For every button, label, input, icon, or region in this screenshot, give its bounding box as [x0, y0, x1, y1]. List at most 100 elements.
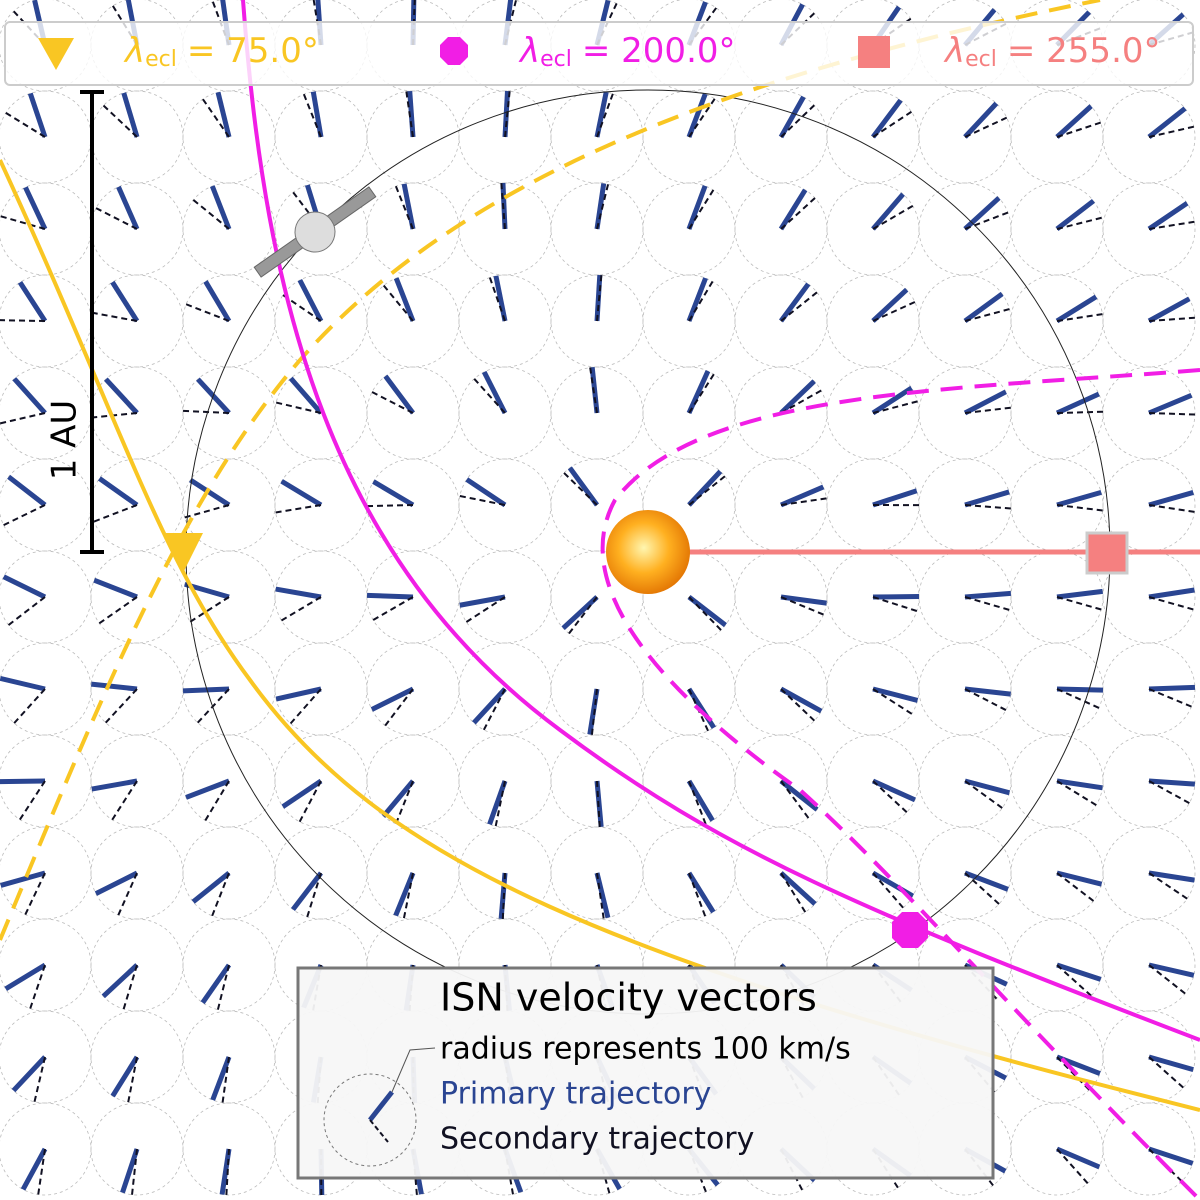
- primary-vector: [1055, 294, 1098, 324]
- secondary-vector: [5, 112, 46, 138]
- secondary-vector: [964, 596, 1010, 611]
- secondary-vector: [872, 596, 918, 612]
- secondary-vector: [1056, 596, 1102, 611]
- primary-vector: [0, 675, 46, 692]
- primary-vector: [1148, 392, 1193, 416]
- primary-vector: [502, 90, 510, 138]
- secondary-vector: [964, 211, 1009, 230]
- secondary-vector: [563, 472, 598, 506]
- primary-vector: [1056, 778, 1103, 791]
- secondary-vector: [0, 215, 46, 230]
- primary-vector: [393, 872, 416, 917]
- grid-circle: [1102, 1102, 1196, 1196]
- secondary-vector: [204, 780, 230, 821]
- secondary-vector: [0, 319, 46, 322]
- legend-box: [4, 21, 1194, 86]
- primary-vector: [1147, 201, 1189, 232]
- pink-marker: [1085, 531, 1129, 575]
- primary-vector: [587, 688, 600, 735]
- primary-vector: [393, 277, 416, 322]
- secondary-vector: [371, 391, 414, 414]
- primary-vector: [964, 686, 1011, 697]
- secondary-vector: [872, 688, 913, 715]
- primary-vector: [963, 389, 1007, 416]
- secondary-vector: [589, 367, 598, 414]
- primary-vector: [1148, 587, 1195, 600]
- primary-vector: [372, 479, 415, 508]
- secondary-vector: [275, 504, 322, 514]
- primary-vector: [407, 90, 416, 138]
- secondary-vector: [402, 872, 414, 919]
- secondary-vector: [780, 197, 816, 230]
- key-box: [296, 966, 995, 1180]
- satellite: [253, 186, 377, 278]
- secondary-vector: [184, 504, 230, 519]
- primary-vector: [1148, 870, 1195, 883]
- primary-vector: [191, 871, 231, 904]
- secondary-vector: [1056, 964, 1092, 997]
- primary-vector: [963, 101, 999, 139]
- primary-vector: [779, 686, 823, 714]
- secondary-vector: [780, 497, 827, 506]
- primary-vector: [383, 374, 416, 415]
- primary-vector: [101, 963, 139, 999]
- secondary-vector: [131, 1148, 138, 1195]
- secondary-vector: [1056, 780, 1097, 806]
- secondary-vector: [102, 104, 138, 138]
- secondary-vector: [1056, 504, 1103, 512]
- legend-label: λecl = 255.0°: [943, 31, 1161, 73]
- primary-vector: [370, 686, 415, 712]
- secondary-vector: [183, 409, 230, 414]
- primary-vector: [290, 871, 323, 911]
- primary-vector: [872, 686, 919, 703]
- primary-vector: [1148, 684, 1196, 692]
- secondary-vector: [568, 596, 598, 635]
- secondary-vector: [1148, 688, 1192, 708]
- primary-vector: [281, 778, 323, 809]
- primary-vector: [219, 1148, 232, 1195]
- secondary-vector: [780, 389, 822, 414]
- secondary-vector: [19, 780, 46, 821]
- sun: [606, 510, 690, 594]
- secondary-vector: [289, 688, 322, 725]
- key-title: ISN velocity vectors: [440, 976, 817, 1020]
- primary-vector: [871, 778, 916, 803]
- primary-vector: [93, 577, 138, 600]
- primary-vector: [1147, 106, 1187, 139]
- secondary-vector: [372, 596, 414, 621]
- primary-vector: [280, 479, 323, 508]
- primary-vector: [7, 474, 47, 507]
- secondary-vector: [24, 872, 46, 916]
- secondary-vector: [384, 688, 414, 727]
- secondary-vector: [29, 964, 46, 1009]
- secondary-vector: [1056, 216, 1102, 230]
- secondary-vector: [104, 688, 138, 724]
- yellow-marker: [163, 533, 203, 573]
- secondary-vector: [482, 688, 506, 731]
- primary-vector: [210, 1056, 232, 1101]
- secondary-vector: [1148, 125, 1195, 138]
- primary-vector: [871, 287, 909, 323]
- secondary-vector: [7, 596, 46, 626]
- primary-vector: [686, 370, 711, 415]
- primary-vector: [871, 98, 903, 139]
- secondary-vector: [111, 780, 138, 821]
- primary-vector: [964, 590, 1012, 600]
- secondary-vector: [1056, 121, 1102, 138]
- yellow-secondary: [0, 0, 1101, 941]
- secondary-vector: [1148, 596, 1194, 611]
- primary-vector: [1148, 778, 1196, 787]
- secondary-vector: [3, 504, 46, 527]
- secondary-vector: [504, 91, 511, 138]
- secondary-vector: [494, 780, 506, 827]
- secondary-vector: [596, 872, 605, 919]
- secondary-vector: [122, 964, 138, 1010]
- legend-label: λecl = 75.0°: [123, 31, 319, 73]
- legend-subscript: ecl: [540, 47, 572, 72]
- primary-vector: [1055, 391, 1100, 416]
- secondary-vector: [298, 780, 322, 823]
- secondary-vector: [688, 189, 715, 230]
- secondary-vector: [91, 311, 138, 322]
